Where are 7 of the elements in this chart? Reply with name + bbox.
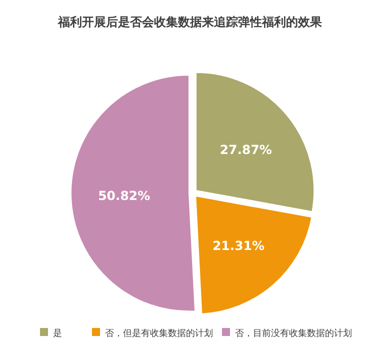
chart-title: 福利开展后是否会收集数据来追踪弹性福利的效果 <box>57 15 323 29</box>
legend-label: 是 <box>53 328 62 339</box>
legend-label: 否，目前没有收集数据的计划 <box>235 328 352 339</box>
data-label: 50.82% <box>98 188 151 203</box>
legend-label: 否，但是有收集数据的计划 <box>105 328 213 339</box>
data-label: 27.87% <box>220 142 272 157</box>
data-label: 21.31% <box>212 238 265 253</box>
